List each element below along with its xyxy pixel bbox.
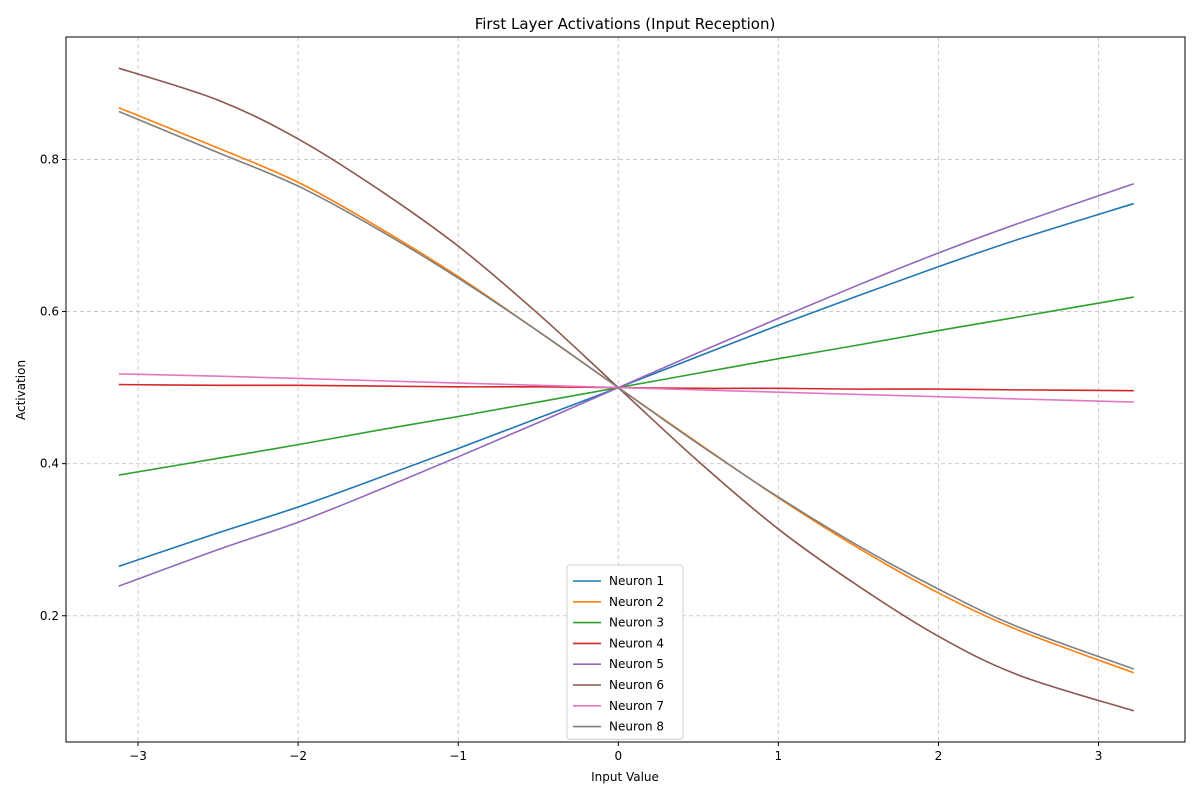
grid-lines	[66, 37, 1185, 742]
legend: Neuron 1 Neuron 2 Neuron 3 Neuron 4 Neuron 5…	[566, 564, 684, 740]
y-tick-label: 0.6	[40, 305, 59, 319]
legend-entry-label: Neuron 1	[609, 574, 664, 588]
y-axis: 0.2 0.4 0.6 0.8	[40, 152, 66, 623]
x-tick-label: −1	[449, 749, 467, 763]
legend-entry-label: Neuron 8	[609, 720, 664, 734]
x-tick-label: 3	[1095, 749, 1103, 763]
plot-frame	[65, 36, 1186, 743]
legend-entry-label: Neuron 7	[609, 699, 664, 713]
chart-title: First Layer Activations (Input Reception…	[475, 15, 776, 33]
y-axis-label: Activation	[14, 360, 28, 420]
y-tick-label: 0.8	[40, 152, 59, 166]
series-lines	[118, 67, 1135, 712]
legend-entry-label: Neuron 2	[609, 595, 664, 609]
legend-entry-label: Neuron 6	[609, 678, 664, 692]
x-axis-label: Input Value	[591, 770, 659, 784]
series-line-neuron-8	[118, 110, 1135, 670]
y-tick-label: 0.4	[40, 457, 59, 471]
legend-box	[566, 564, 684, 740]
x-tick-label: −3	[129, 749, 147, 763]
legend-entry-label: Neuron 4	[609, 636, 664, 650]
legend-entry-label: Neuron 5	[609, 657, 664, 671]
x-tick-label: 1	[775, 749, 783, 763]
x-tick-label: 2	[935, 749, 943, 763]
legend-entry-label: Neuron 3	[609, 616, 664, 630]
y-tick-label: 0.2	[40, 609, 59, 623]
x-tick-label: −2	[289, 749, 307, 763]
x-tick-label: 0	[614, 749, 622, 763]
x-axis: −3 −2 −1 0 1 2 3	[129, 742, 1102, 763]
